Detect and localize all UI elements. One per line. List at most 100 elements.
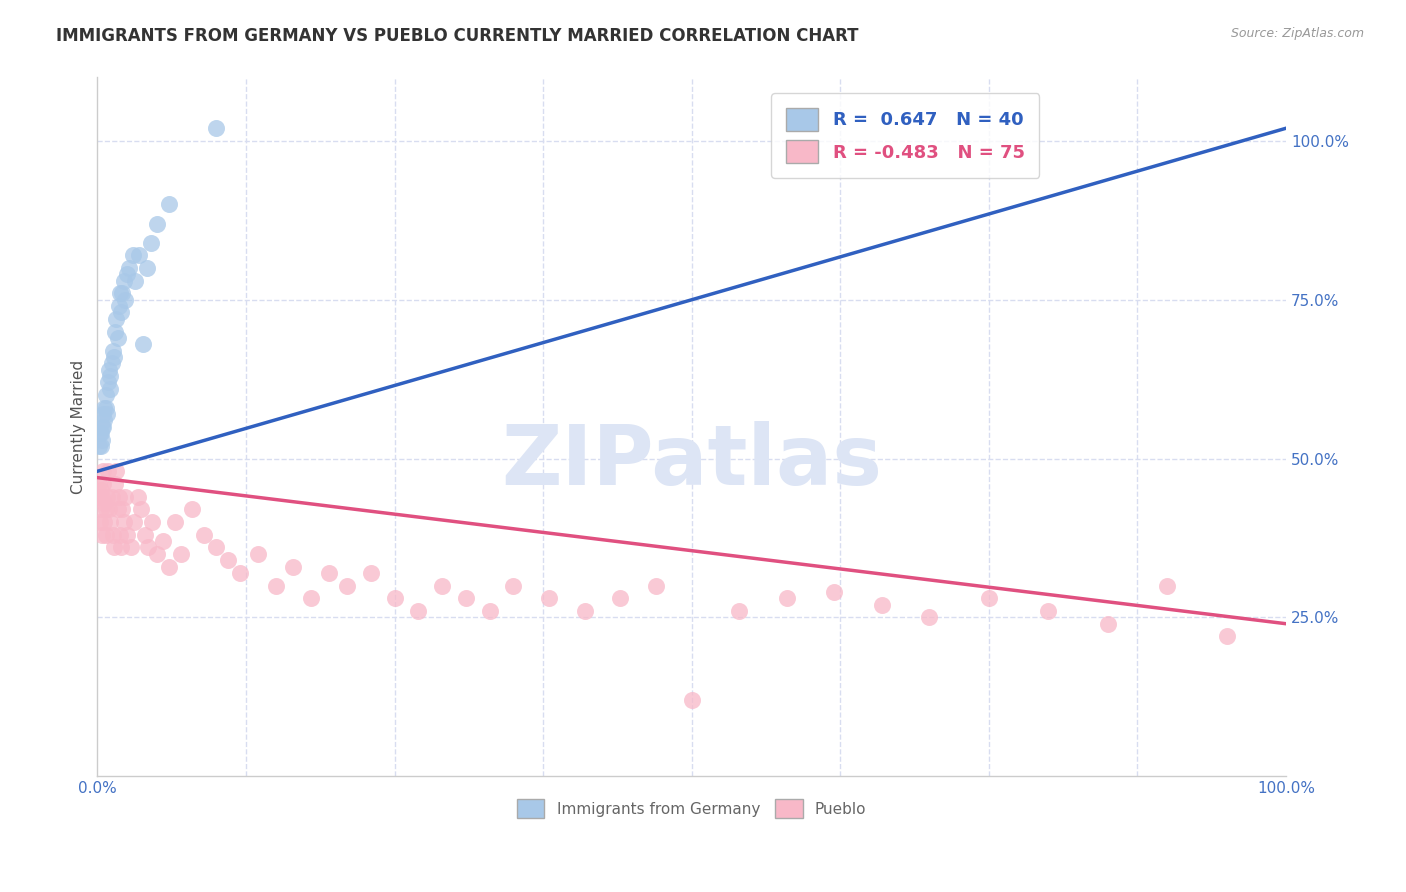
Point bbox=[115, 268, 138, 282]
Point bbox=[163, 515, 186, 529]
Point bbox=[100, 356, 122, 370]
Text: ZIPatlas: ZIPatlas bbox=[501, 421, 882, 502]
Text: Source: ZipAtlas.com: Source: ZipAtlas.com bbox=[1230, 27, 1364, 40]
Point bbox=[110, 305, 132, 319]
Point bbox=[283, 559, 305, 574]
Point bbox=[90, 502, 112, 516]
Point bbox=[205, 121, 228, 136]
Text: IMMIGRANTS FROM GERMANY VS PUEBLO CURRENTLY MARRIED CORRELATION CHART: IMMIGRANTS FROM GERMANY VS PUEBLO CURREN… bbox=[56, 27, 859, 45]
Point bbox=[217, 553, 239, 567]
Point bbox=[114, 490, 136, 504]
Point bbox=[91, 419, 114, 434]
Point bbox=[107, 502, 129, 516]
Point bbox=[128, 248, 150, 262]
Point bbox=[918, 610, 941, 624]
Point bbox=[90, 483, 112, 498]
Point bbox=[93, 515, 115, 529]
Point bbox=[94, 401, 117, 415]
Point bbox=[107, 490, 129, 504]
Point bbox=[108, 286, 131, 301]
Point bbox=[205, 541, 228, 555]
Point bbox=[112, 274, 135, 288]
Point bbox=[104, 477, 127, 491]
Point bbox=[91, 464, 114, 478]
Point bbox=[131, 337, 153, 351]
Point bbox=[120, 541, 142, 555]
Point bbox=[107, 299, 129, 313]
Point bbox=[1156, 579, 1178, 593]
Point bbox=[100, 490, 122, 504]
Point bbox=[823, 585, 845, 599]
Point bbox=[246, 547, 269, 561]
Point bbox=[112, 515, 135, 529]
Point bbox=[103, 350, 125, 364]
Point bbox=[100, 369, 122, 384]
Point bbox=[977, 591, 1000, 606]
Point bbox=[91, 419, 114, 434]
Point bbox=[478, 604, 501, 618]
Point bbox=[91, 407, 114, 421]
Point bbox=[98, 502, 121, 516]
Point bbox=[318, 566, 340, 580]
Point bbox=[124, 274, 146, 288]
Point bbox=[645, 579, 668, 593]
Point bbox=[134, 528, 156, 542]
Point bbox=[360, 566, 382, 580]
Point bbox=[105, 311, 128, 326]
Point bbox=[146, 217, 169, 231]
Point bbox=[100, 382, 122, 396]
Point bbox=[776, 591, 799, 606]
Point bbox=[229, 566, 252, 580]
Point bbox=[502, 579, 524, 593]
Point bbox=[97, 376, 120, 390]
Point bbox=[103, 541, 125, 555]
Point bbox=[574, 604, 596, 618]
Point bbox=[136, 260, 159, 275]
Point bbox=[94, 502, 117, 516]
Point bbox=[609, 591, 631, 606]
Point bbox=[90, 426, 112, 441]
Point bbox=[157, 559, 180, 574]
Point bbox=[406, 604, 429, 618]
Point bbox=[193, 528, 215, 542]
Point bbox=[430, 579, 453, 593]
Point bbox=[870, 598, 893, 612]
Point bbox=[89, 426, 111, 441]
Point bbox=[105, 464, 128, 478]
Point bbox=[91, 433, 114, 447]
Point bbox=[131, 502, 153, 516]
Point bbox=[454, 591, 477, 606]
Point bbox=[94, 528, 117, 542]
Point bbox=[100, 515, 122, 529]
Point bbox=[93, 413, 115, 427]
Point bbox=[127, 490, 149, 504]
Point bbox=[111, 502, 134, 516]
Point bbox=[122, 248, 145, 262]
Point bbox=[138, 541, 160, 555]
Point bbox=[146, 547, 169, 561]
Point bbox=[89, 515, 111, 529]
Point bbox=[93, 401, 115, 415]
Point bbox=[96, 490, 118, 504]
Point bbox=[97, 464, 120, 478]
Point bbox=[91, 477, 114, 491]
Point bbox=[141, 515, 163, 529]
Point bbox=[118, 260, 141, 275]
Point bbox=[114, 293, 136, 307]
Point bbox=[87, 477, 110, 491]
Point bbox=[89, 490, 111, 504]
Y-axis label: Currently Married: Currently Married bbox=[72, 359, 86, 494]
Point bbox=[1038, 604, 1060, 618]
Point bbox=[90, 439, 112, 453]
Point bbox=[157, 197, 180, 211]
Point bbox=[681, 693, 703, 707]
Point bbox=[93, 496, 115, 510]
Point bbox=[108, 528, 131, 542]
Point bbox=[728, 604, 751, 618]
Point bbox=[115, 528, 138, 542]
Point bbox=[107, 331, 129, 345]
Point bbox=[181, 502, 204, 516]
Point bbox=[91, 490, 114, 504]
Point bbox=[139, 235, 162, 250]
Point bbox=[111, 286, 134, 301]
